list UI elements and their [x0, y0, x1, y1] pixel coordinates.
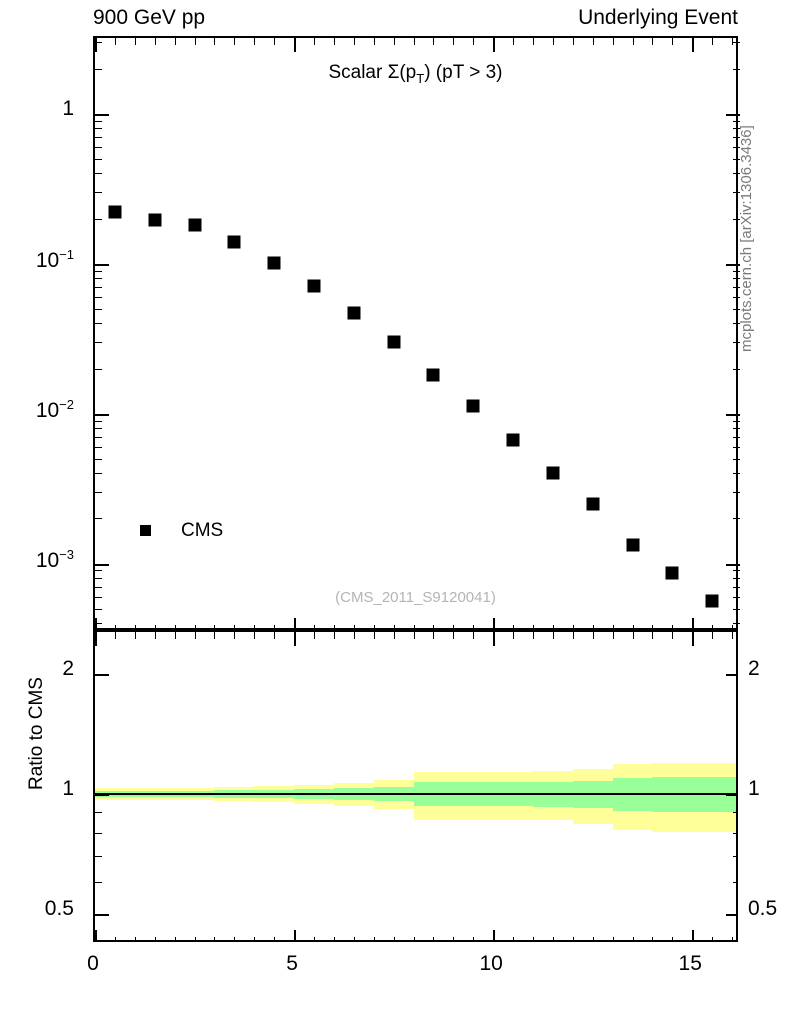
y-tick-mantissa-3: 10	[35, 548, 60, 572]
ratio-y-axis-title: Ratio to CMS	[26, 677, 47, 790]
header-left-label: 900 GeV pp	[93, 6, 206, 29]
ratio-reference-line	[95, 792, 736, 795]
data-point-marker	[586, 497, 600, 511]
data-point-marker	[705, 594, 719, 608]
ratio-y-tick-label-left-2: 0.5	[44, 896, 74, 920]
data-point-marker	[546, 466, 560, 480]
y-tick-mantissa-2: 10	[35, 398, 60, 422]
data-point-marker	[347, 306, 361, 320]
plot-title: Scalar Σ(pT) (pT > 3)	[93, 62, 738, 86]
plot-title-main: Scalar Σ(p	[328, 62, 417, 83]
data-point-marker	[426, 368, 440, 382]
ratio-y-tick-label-right-2: 0.5	[748, 896, 778, 920]
y-tick-label-3: 10−3	[36, 547, 74, 573]
legend: CMS	[140, 520, 223, 542]
y-tick-mantissa-0: 1	[62, 96, 74, 120]
data-point-marker	[387, 335, 401, 349]
data-point-marker	[267, 256, 281, 270]
y-tick-label-1: 10−1	[36, 247, 74, 273]
legend-label-cms: CMS	[181, 520, 224, 541]
ratio-y-tick-label-left-0: 2	[62, 657, 74, 681]
y-tick-mantissa-1: 10	[35, 248, 60, 272]
y-tick-exponent-2: −2	[59, 396, 74, 412]
y-tick-exponent-3: −3	[59, 546, 74, 562]
mcplots-watermark: mcplots.cern.ch [arXiv:1306.3436]	[738, 125, 755, 352]
ratio-y-tick-label-right-0: 2	[748, 657, 760, 681]
analysis-id-watermark: (CMS_2011_S9120041)	[335, 589, 496, 606]
data-point-marker	[626, 538, 639, 552]
legend-marker-square	[140, 525, 151, 537]
x-tick-label-2: 10	[479, 952, 503, 975]
data-point-marker	[148, 213, 162, 227]
ratio-y-tick-label-right-1: 1	[748, 776, 760, 800]
y-tick-exponent-1: −1	[59, 246, 74, 262]
x-tick-label-1: 5	[286, 952, 298, 975]
main-plot-frame	[93, 36, 740, 632]
y-tick-label-0: 1	[62, 97, 74, 121]
data-point-marker	[188, 218, 202, 232]
ratio-plot-frame	[93, 630, 738, 942]
header-right-label: Underlying Event	[578, 6, 738, 29]
data-point-marker	[307, 279, 321, 293]
ratio-y-tick-label-left-1: 1	[62, 776, 74, 800]
ratio-bands-container	[95, 632, 736, 940]
data-point-marker	[108, 205, 122, 219]
data-point-marker	[466, 399, 480, 413]
plot-title-subscript: T	[416, 70, 425, 86]
plot-title-tail: ) (pT > 3)	[424, 62, 503, 83]
x-tick-label-0: 0	[87, 952, 99, 975]
y-tick-label-2: 10−2	[36, 397, 74, 423]
x-tick-label-3: 15	[678, 952, 702, 975]
data-point-marker	[665, 566, 679, 580]
data-point-marker	[506, 433, 520, 447]
data-point-marker	[227, 235, 241, 249]
